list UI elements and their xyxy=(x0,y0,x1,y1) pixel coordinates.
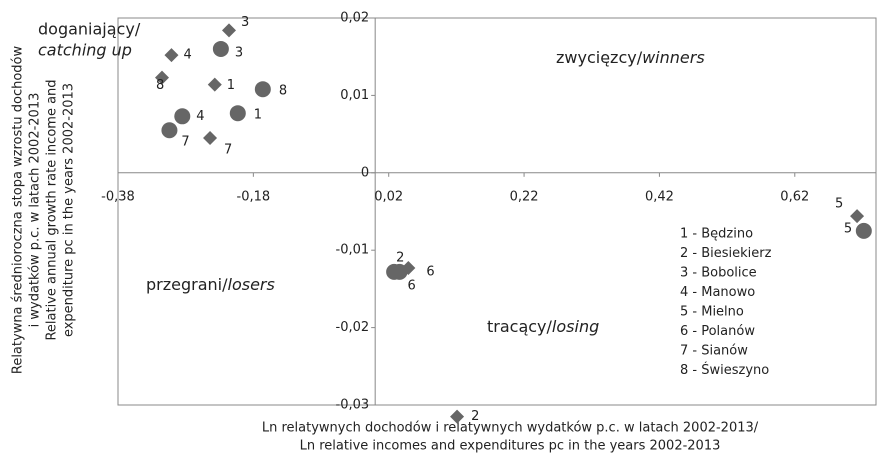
quadrant-label: losing xyxy=(552,317,599,336)
point-label: 2 xyxy=(471,409,479,424)
x-tick-label: 0,22 xyxy=(510,189,539,204)
point xyxy=(229,105,246,122)
point-label: 6 xyxy=(426,265,434,280)
key-entry: 1 - Będzino xyxy=(680,227,753,242)
key-entry: 7 - Sianów xyxy=(680,344,748,359)
point-label: 8 xyxy=(279,84,287,99)
x-tick-label: 0,62 xyxy=(780,189,809,204)
point-label: 4 xyxy=(196,109,204,124)
quadrant-label: winners xyxy=(642,48,705,67)
quadrant-label: zwycięzcy/ xyxy=(556,48,643,67)
key-entry: 2 - Biesiekierz xyxy=(680,246,772,261)
key-entry: 3 - Bobolice xyxy=(680,266,757,281)
point-label: 3 xyxy=(235,45,243,60)
key-entry: 6 - Polanów xyxy=(680,324,755,339)
point xyxy=(207,77,222,92)
point xyxy=(855,222,872,239)
point-label: 1 xyxy=(227,78,235,93)
point xyxy=(254,81,271,98)
plot-frame xyxy=(117,17,877,406)
quadrant-label: catching up xyxy=(38,41,132,60)
quadrant-label: tracący/ xyxy=(487,317,553,336)
point-label: 6 xyxy=(408,278,416,293)
point xyxy=(164,48,179,63)
point xyxy=(154,70,169,85)
key-entry: 8 - Świeszyno xyxy=(680,362,769,378)
point xyxy=(221,23,236,38)
point-label: 4 xyxy=(183,48,191,63)
point-label: 2 xyxy=(396,250,404,265)
x-tick-label: -0,18 xyxy=(237,189,271,204)
quadrant-label: doganiający/ xyxy=(38,20,141,39)
y-axis-title-line: Relative annual growth rate income and xyxy=(45,79,60,340)
point xyxy=(174,108,191,125)
y-tick-label: -0,02 xyxy=(336,320,370,335)
x-tick-label: 0,42 xyxy=(645,189,674,204)
y-tick-label: 0,02 xyxy=(340,11,369,26)
y-tick-label: -0,03 xyxy=(336,398,370,413)
key-entry: 5 - Mielno xyxy=(680,305,744,320)
point-label: 5 xyxy=(844,221,852,236)
point xyxy=(850,209,865,224)
point xyxy=(450,409,465,424)
y-axis-title-line: expenditure pc in the years 2002-2013 xyxy=(62,83,77,337)
point xyxy=(161,122,178,139)
point xyxy=(391,263,408,280)
x-tick-label: -0,38 xyxy=(101,189,135,204)
point-label: 8 xyxy=(156,78,164,93)
quadrant-label: zwycięzcy/winners xyxy=(556,48,705,67)
point-label: 3 xyxy=(241,15,249,30)
point-label: 5 xyxy=(835,197,843,212)
x-axis-title: Ln relative incomes and expenditures pc … xyxy=(300,439,721,454)
point-label: 1 xyxy=(254,108,262,123)
point xyxy=(212,40,229,57)
x-axis-title: Ln relatywnych dochodów i relatywnych wy… xyxy=(262,421,759,436)
y-axis-title-line: i wydatków p.c. w latach 2002-2013 xyxy=(28,93,43,328)
y-tick-label: -0,01 xyxy=(336,243,370,258)
y-axis-title-line: Relatywna średnioroczna stopa wzrostu do… xyxy=(11,46,26,375)
quadrant-label: tracący/losing xyxy=(487,317,599,336)
quadrant-label: przegrani/losers xyxy=(146,275,275,294)
x-tick-label: 0,02 xyxy=(374,189,403,204)
y-axis-title: Relatywna średnioroczna stopa wzrostu do… xyxy=(11,46,77,375)
point xyxy=(203,130,218,145)
key-entry: 4 - Manowo xyxy=(680,285,755,300)
point-label: 7 xyxy=(224,142,232,157)
quadrant-label: losers xyxy=(228,275,275,294)
y-tick-label: 0,01 xyxy=(340,88,369,103)
y-tick-label: 0 xyxy=(361,165,369,180)
quadrant-label: przegrani/ xyxy=(146,275,228,294)
point-label: 7 xyxy=(181,135,189,150)
